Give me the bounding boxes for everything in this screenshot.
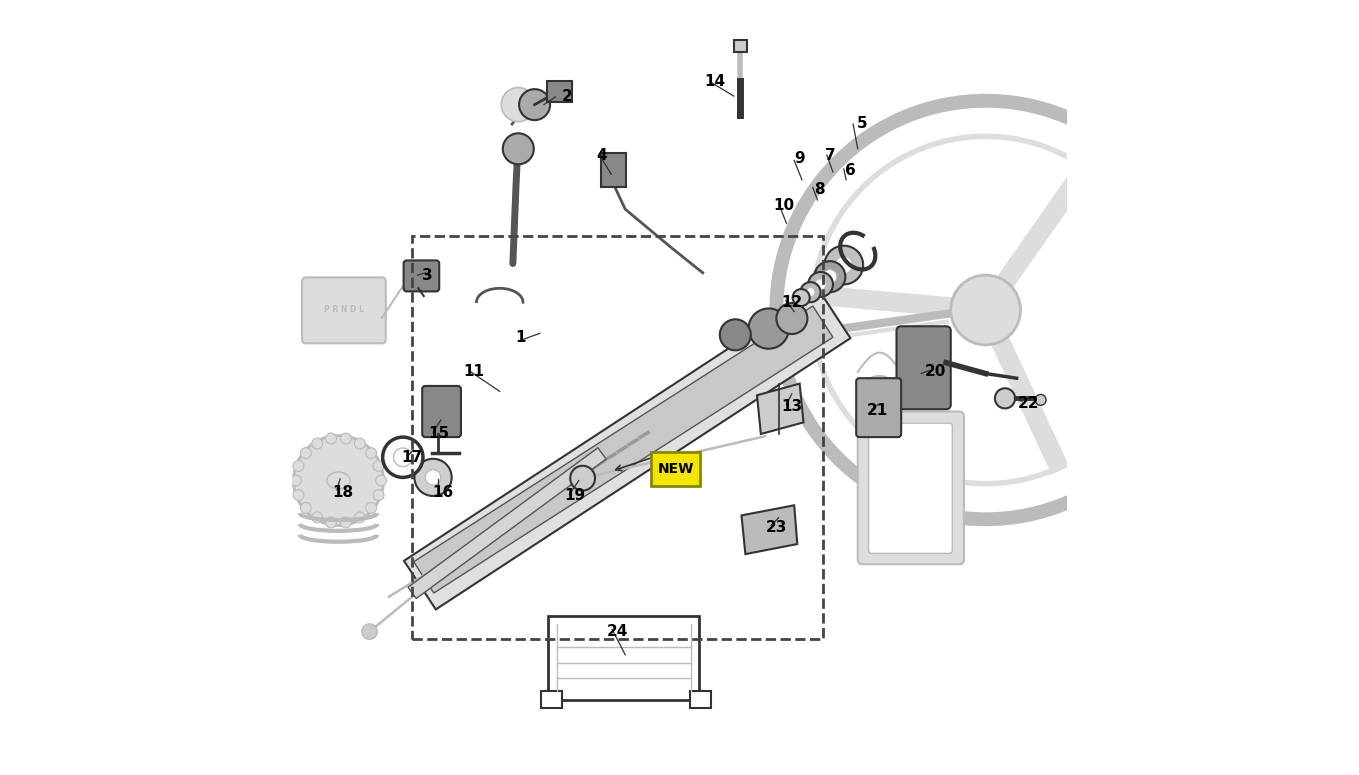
- Circle shape: [503, 133, 534, 164]
- Text: 23: 23: [765, 519, 787, 535]
- Text: 17: 17: [401, 449, 423, 465]
- Circle shape: [291, 475, 302, 486]
- Text: 1: 1: [515, 329, 526, 345]
- Text: 11: 11: [463, 364, 485, 380]
- Circle shape: [720, 319, 750, 350]
- Circle shape: [294, 490, 304, 501]
- FancyBboxPatch shape: [548, 616, 699, 700]
- Circle shape: [749, 308, 788, 349]
- Circle shape: [366, 502, 376, 513]
- Text: 22: 22: [1018, 395, 1040, 411]
- Circle shape: [1036, 394, 1046, 405]
- Circle shape: [311, 438, 322, 449]
- Circle shape: [571, 466, 595, 491]
- Circle shape: [809, 272, 833, 297]
- Circle shape: [806, 288, 815, 297]
- Polygon shape: [742, 505, 798, 554]
- Polygon shape: [413, 306, 833, 593]
- Circle shape: [425, 470, 440, 485]
- Circle shape: [825, 246, 863, 284]
- Circle shape: [414, 459, 451, 496]
- Circle shape: [326, 433, 337, 444]
- Circle shape: [792, 289, 810, 306]
- FancyBboxPatch shape: [601, 153, 626, 187]
- Circle shape: [776, 303, 807, 334]
- FancyBboxPatch shape: [404, 260, 439, 291]
- Text: 15: 15: [428, 426, 450, 442]
- Circle shape: [834, 257, 852, 274]
- Ellipse shape: [328, 472, 351, 489]
- FancyBboxPatch shape: [858, 412, 964, 564]
- FancyBboxPatch shape: [423, 386, 461, 437]
- FancyBboxPatch shape: [689, 691, 711, 708]
- Text: P R N D L: P R N D L: [323, 305, 364, 315]
- Circle shape: [355, 512, 366, 523]
- FancyBboxPatch shape: [546, 81, 572, 102]
- Circle shape: [361, 624, 378, 639]
- Circle shape: [366, 448, 376, 459]
- Circle shape: [501, 88, 535, 122]
- Text: 14: 14: [704, 74, 724, 89]
- Text: 21: 21: [867, 403, 887, 418]
- Polygon shape: [408, 448, 606, 598]
- Text: 19: 19: [564, 488, 586, 504]
- Text: 7: 7: [825, 147, 836, 163]
- Circle shape: [995, 388, 1015, 408]
- Circle shape: [300, 448, 311, 459]
- FancyBboxPatch shape: [868, 423, 953, 553]
- Circle shape: [294, 460, 304, 471]
- Text: 5: 5: [856, 116, 867, 132]
- Circle shape: [814, 261, 845, 292]
- Text: NEW: NEW: [658, 462, 694, 476]
- Circle shape: [294, 436, 383, 525]
- Circle shape: [394, 448, 412, 467]
- Circle shape: [815, 279, 826, 290]
- Circle shape: [341, 433, 352, 444]
- Text: 24: 24: [607, 624, 628, 639]
- Circle shape: [951, 275, 1021, 345]
- FancyBboxPatch shape: [541, 691, 561, 708]
- Text: 2: 2: [561, 89, 572, 105]
- Text: 6: 6: [845, 163, 855, 178]
- Circle shape: [374, 490, 385, 501]
- FancyBboxPatch shape: [302, 277, 386, 343]
- Circle shape: [374, 460, 385, 471]
- Circle shape: [383, 437, 423, 477]
- Text: 13: 13: [781, 399, 802, 415]
- FancyBboxPatch shape: [897, 326, 951, 409]
- Circle shape: [355, 438, 366, 449]
- Circle shape: [326, 517, 337, 528]
- Polygon shape: [757, 384, 803, 434]
- Circle shape: [300, 502, 311, 513]
- Circle shape: [800, 282, 821, 302]
- Circle shape: [519, 89, 550, 120]
- FancyBboxPatch shape: [856, 378, 901, 437]
- Text: 20: 20: [924, 364, 946, 380]
- Circle shape: [824, 270, 837, 284]
- Text: 8: 8: [814, 182, 825, 198]
- Text: 12: 12: [781, 294, 803, 310]
- Circle shape: [311, 512, 322, 523]
- Circle shape: [341, 517, 352, 528]
- FancyBboxPatch shape: [734, 40, 747, 52]
- Text: 4: 4: [597, 147, 607, 163]
- Text: 10: 10: [773, 198, 795, 213]
- FancyBboxPatch shape: [651, 452, 700, 486]
- Text: 3: 3: [423, 267, 434, 283]
- Text: 9: 9: [794, 151, 805, 167]
- Text: 18: 18: [332, 484, 353, 500]
- Circle shape: [375, 475, 386, 486]
- Text: 16: 16: [432, 484, 454, 500]
- Polygon shape: [404, 290, 851, 609]
